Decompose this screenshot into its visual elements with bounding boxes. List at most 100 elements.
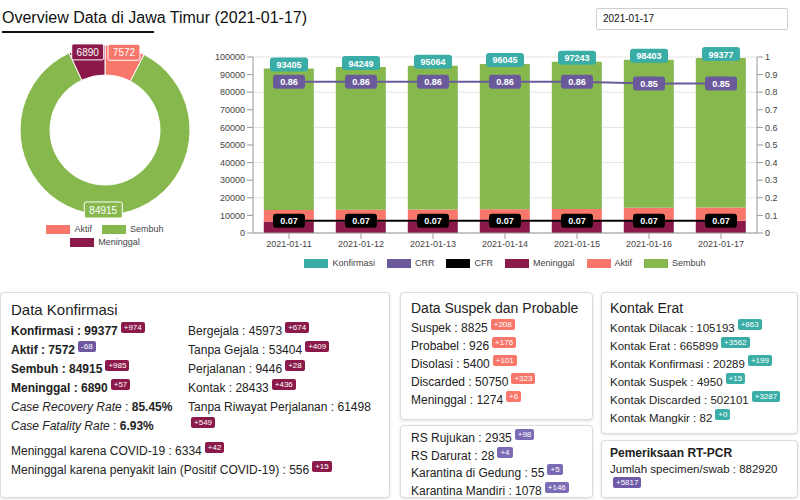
svg-text:0.7: 0.7 — [765, 105, 778, 115]
html-text:Meninggal karena penyakit lain: Meninggal karena penyakit lain (Positif … — [11, 463, 310, 477]
html-text:+974: +974 — [123, 323, 142, 332]
html-text:Konfirmasi: 99377: Konfirmasi: 99377 — [11, 324, 118, 338]
html-text:Jumlah specimen/swab: 882920: Jumlah specimen/swab: 882920 — [610, 463, 778, 475]
html-text:Probabel: 926: Probabel: 926 — [411, 339, 490, 353]
html-text:RS Darurat: 28 +4: RS Darurat: 28 +4 — [411, 447, 510, 463]
html-text:Case Recovery Rate: 85.45%: Case Recovery Rate: 85.45% — [11, 400, 173, 414]
html-text:Aktif: 7572: Aktif: 7572 — [11, 343, 75, 357]
svg-text:0.5: 0.5 — [765, 140, 778, 150]
html-text:RS Rujukan: 2935: RS Rujukan: 2935 — [411, 431, 512, 445]
svg-text:2021-01-14: 2021-01-14 — [482, 239, 528, 249]
html-text:Kontak Dilacak: 105193: Kontak Dilacak: 105193 — [610, 322, 735, 334]
svg-text:80000: 80000 — [220, 87, 245, 97]
html-text:Kontak Suspek: 4950: Kontak Suspek: 4950 — [610, 376, 723, 388]
html-text:Meninggal: Meninggal — [533, 258, 575, 268]
svg-text:0.1: 0.1 — [765, 211, 778, 221]
html-text:Overview Data di Jawa Timur (2: Overview Data di Jawa Timur (2021-01-17) — [2, 9, 307, 26]
svg-text:95064: 95064 — [420, 57, 445, 67]
html-text:Kontak Mangkir: 82: Kontak Mangkir: 82 — [610, 412, 713, 424]
svg-text:0.86: 0.86 — [280, 77, 298, 87]
html-text:Karantina Mandiri: 1078 +146: Karantina Mandiri: 1078 +146 — [411, 482, 566, 498]
svg-text:20000: 20000 — [220, 193, 245, 203]
svg-text:99377: 99377 — [708, 50, 733, 60]
svg-text:98403: 98403 — [636, 51, 661, 61]
html-text:Perjalanan: 9446: Perjalanan: 9446 — [188, 362, 283, 376]
svg-text:2021-01-16: 2021-01-16 — [626, 239, 672, 249]
html-text:Case Fatality Rate: 6.93%: Case Fatality Rate: 6.93% — [11, 419, 154, 433]
html-text:Konfirmasi: Konfirmasi — [332, 258, 375, 268]
svg-text:2021-01-11: 2021-01-11 — [266, 239, 311, 249]
svg-text:94249: 94249 — [348, 59, 373, 69]
html-text:Data Suspek dan Probable: Data Suspek dan Probable — [411, 300, 579, 316]
svg-text:0.07: 0.07 — [280, 216, 298, 226]
svg-text:97243: 97243 — [564, 53, 589, 63]
html-text:Tanpa Riwayat Perjalanan: 6149: Tanpa Riwayat Perjalanan: 61498 — [188, 400, 371, 414]
svg-text:70000: 70000 — [220, 105, 245, 115]
svg-text:0.85: 0.85 — [640, 79, 658, 89]
svg-text:90000: 90000 — [220, 70, 245, 80]
svg-text:60000: 60000 — [220, 123, 245, 133]
html-text:Sembuh: Sembuh — [130, 224, 164, 234]
html-text:CFR: CFR — [474, 258, 493, 268]
html-text:Meninggal: 6890: Meninggal: 6890 — [11, 381, 108, 395]
svg-text:0: 0 — [765, 228, 770, 238]
html-text:Meninggal karena COVID-19: 633: Meninggal karena COVID-19: 6334 — [11, 444, 202, 458]
svg-text:93405: 93405 — [276, 60, 301, 70]
html-text:Data Konfirmasi: Data Konfirmasi — [11, 301, 118, 318]
svg-text:40000: 40000 — [220, 158, 245, 168]
svg-text:50000: 50000 — [220, 140, 245, 150]
svg-text:0.07: 0.07 — [712, 216, 730, 226]
svg-text:2021-01-15: 2021-01-15 — [554, 239, 600, 249]
svg-text:0.07: 0.07 — [640, 216, 658, 226]
svg-text:0.86: 0.86 — [496, 77, 514, 87]
svg-text:0.2: 0.2 — [765, 193, 778, 203]
svg-text:2021-01-12: 2021-01-12 — [338, 239, 384, 249]
html-text:Discarded: 50750: Discarded: 50750 — [411, 375, 509, 389]
html-text:Kontak: 28433: Kontak: 28433 — [188, 381, 269, 395]
svg-text:1: 1 — [765, 52, 770, 62]
svg-text:0.4: 0.4 — [765, 158, 778, 168]
svg-text:0.07: 0.07 — [424, 216, 442, 226]
svg-text:2021-01-17: 2021-01-17 — [698, 239, 744, 249]
html-text:-68: -68 — [81, 342, 93, 351]
svg-text:0.07: 0.07 — [352, 216, 370, 226]
svg-text:6890: 6890 — [77, 47, 100, 58]
html-text:Disolasi: 5400: Disolasi: 5400 — [411, 357, 490, 371]
html-text:Kontak Konfirmasi: 20289: Kontak Konfirmasi: 20289 — [610, 358, 745, 370]
html-text:Meninggal: 1274: Meninggal: 1274 — [411, 393, 504, 407]
svg-text:0.86: 0.86 — [568, 77, 586, 87]
html-text:Kontak Discarded: 502101: Kontak Discarded: 502101 — [610, 394, 749, 406]
html-text:Tanpa Gejala: 53404: Tanpa Gejala: 53404 — [188, 343, 303, 357]
svg-text:0.86: 0.86 — [352, 77, 370, 87]
svg-text:0.3: 0.3 — [765, 175, 778, 185]
html-text:Pemeriksaan RT-PCR: Pemeriksaan RT-PCR — [610, 446, 733, 460]
svg-text:30000: 30000 — [220, 175, 245, 185]
html-text:Kontak Erat: Kontak Erat — [610, 300, 684, 316]
html-text:Sembuh: 84915: Sembuh: 84915 — [11, 362, 103, 376]
svg-text:100000: 100000 — [215, 52, 245, 62]
svg-text:7572: 7572 — [113, 47, 136, 58]
html-text:Aktif: Aktif — [614, 258, 632, 268]
svg-text:0: 0 — [240, 228, 245, 238]
svg-text:0.6: 0.6 — [765, 123, 778, 133]
svg-text:0.07: 0.07 — [496, 216, 514, 226]
html-text:Karantina di Gedung: 55: Karantina di Gedung: 55 — [411, 466, 545, 480]
html-text:Aktif: Aktif — [74, 224, 92, 234]
svg-text:0.9: 0.9 — [765, 70, 778, 80]
html-text:Bergejala: 45973: Bergejala: 45973 — [188, 324, 283, 338]
svg-text:96045: 96045 — [492, 55, 517, 65]
svg-text:10000: 10000 — [220, 211, 245, 221]
html-text:2021-01-17: 2021-01-17 — [603, 13, 655, 24]
svg-text:0.86: 0.86 — [424, 77, 442, 87]
svg-text:2021-01-13: 2021-01-13 — [410, 239, 456, 249]
svg-text:0.07: 0.07 — [568, 216, 586, 226]
html-text:Suspek: 8825: Suspek: 8825 — [411, 321, 488, 335]
svg-text:84915: 84915 — [89, 205, 117, 216]
svg-text:0.85: 0.85 — [712, 79, 730, 89]
html-text:+985: +985 — [108, 361, 127, 370]
html-text:Sembuh: Sembuh — [672, 258, 706, 268]
html-text:Kontak Erat: 665899: Kontak Erat: 665899 — [610, 340, 719, 352]
html-text:Meninggal: Meninggal — [98, 237, 140, 247]
html-text:CRR: CRR — [415, 258, 435, 268]
svg-text:0.8: 0.8 — [765, 87, 778, 97]
